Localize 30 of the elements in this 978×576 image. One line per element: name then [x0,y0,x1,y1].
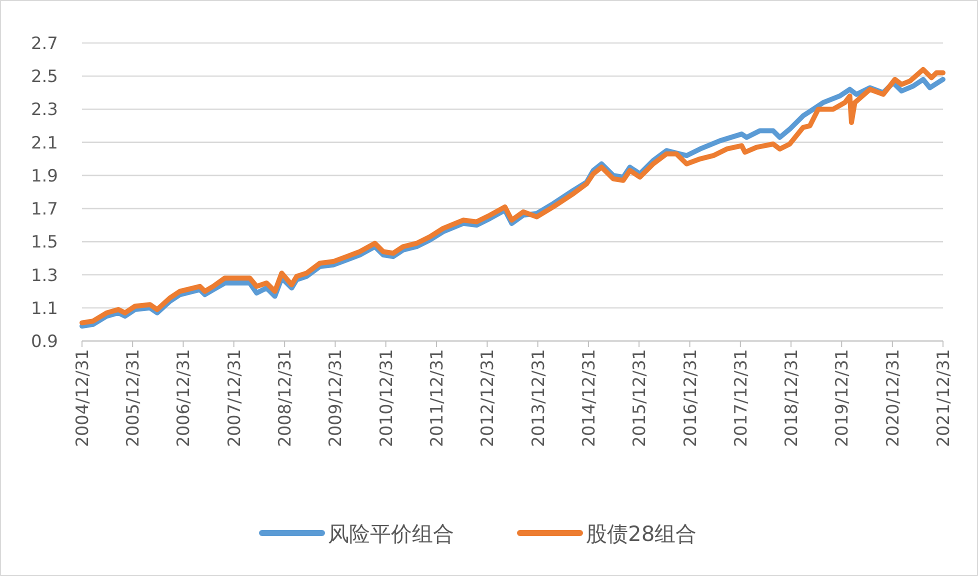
legend-label: 风险平价组合 [328,522,454,546]
x-tick-label: 2012/12/31 [478,349,498,447]
x-tick-label: 2014/12/31 [579,349,600,447]
y-tick-label: 1.9 [30,166,58,186]
x-tick-label: 2006/12/31 [174,349,194,447]
x-tick-label: 2009/12/31 [326,349,346,447]
y-tick-label: 1.5 [30,232,58,253]
y-tick-label: 1.3 [30,266,58,286]
x-tick-label: 2021/12/31 [934,349,954,447]
x-tick-label: 2005/12/31 [124,349,144,447]
x-tick-label: 2016/12/31 [680,349,701,447]
y-tick-label: 1.1 [30,298,58,319]
x-tick-label: 2013/12/31 [528,349,549,447]
x-tick-label: 2008/12/31 [276,349,296,447]
y-tick-label: 2.1 [30,133,58,154]
x-tick-label: 2007/12/31 [224,349,245,447]
y-tick-label: 1.7 [30,200,58,220]
x-tick-label: 2010/12/31 [376,349,397,447]
y-tick-label: 0.9 [30,332,58,352]
legend-label: 股债28组合 [586,522,697,546]
x-tick-label: 2015/12/31 [630,349,650,447]
y-tick-label: 2.7 [30,34,58,54]
x-tick-label: 2017/12/31 [731,349,752,447]
y-tick-label: 2.5 [30,67,58,88]
x-tick-label: 2020/12/31 [883,349,904,447]
x-tick-label: 2019/12/31 [832,349,853,447]
x-tick-label: 2011/12/31 [427,349,448,447]
x-tick-label: 2018/12/31 [782,349,802,447]
x-tick-label: 2004/12/31 [73,349,93,447]
y-tick-label: 2.3 [30,100,58,120]
